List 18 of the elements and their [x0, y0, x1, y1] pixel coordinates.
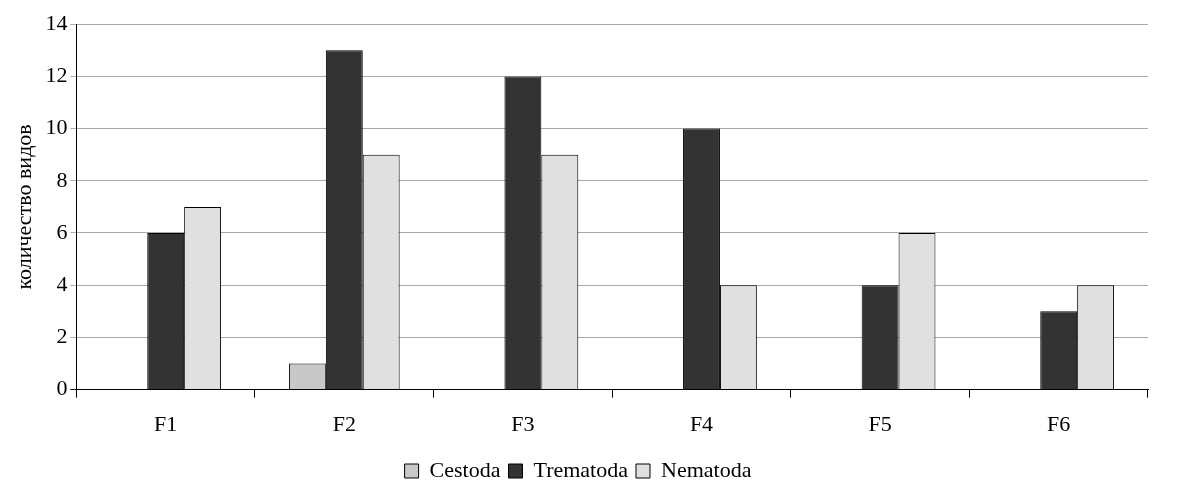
y-tick-label: 12 [45, 62, 68, 88]
y-tick-label: 8 [56, 166, 68, 192]
x-tick-label: F2 [332, 410, 356, 436]
legend-label: Nematoda [660, 456, 752, 482]
y-tick-label: 0 [56, 375, 68, 401]
y-axis-title: количество видов [10, 124, 36, 290]
y-tick-label: 14 [45, 9, 68, 35]
x-tick-label: F5 [868, 410, 892, 436]
x-tick-label: F4 [689, 410, 714, 436]
x-tick-label: F1 [154, 410, 178, 436]
x-tick-label: F6 [1047, 410, 1071, 436]
legend-label: Trematoda [533, 456, 629, 482]
x-tick-label: F3 [511, 410, 535, 436]
legend-label: Cestoda [429, 456, 501, 482]
y-tick-label: 2 [56, 323, 68, 349]
y-tick-label: 6 [56, 218, 68, 244]
y-tick-label: 10 [45, 114, 68, 140]
y-tick-label: 4 [56, 270, 68, 296]
